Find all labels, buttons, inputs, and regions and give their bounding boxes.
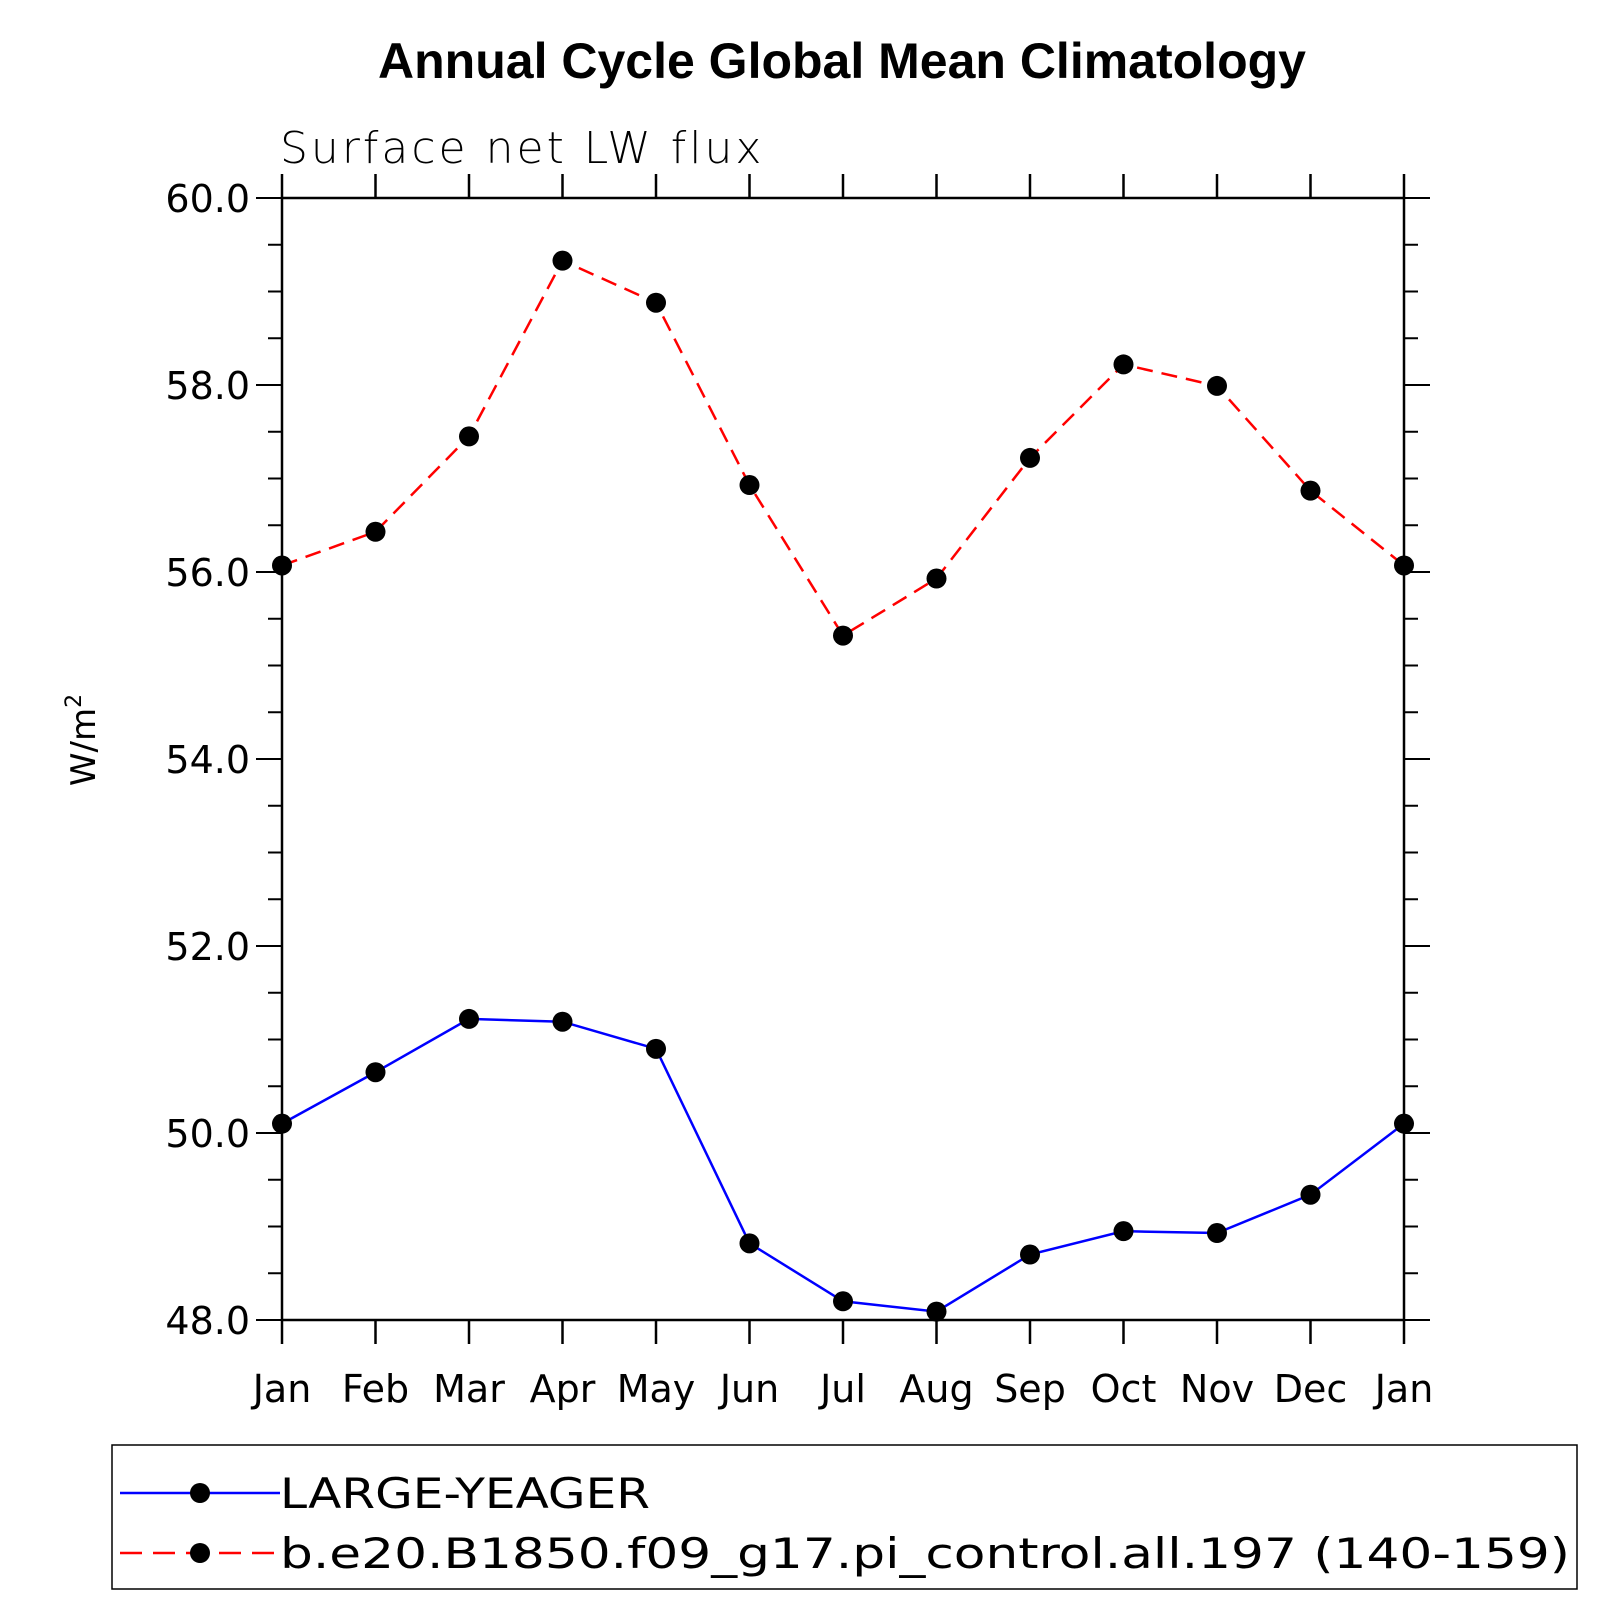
series-line-1 (281, 1017, 1405, 1313)
plot-axes (256, 174, 1430, 1344)
series-2-point (272, 555, 292, 576)
x-tick-label: Dec (1274, 1367, 1348, 1411)
y-tick-label: 48.0 (165, 1299, 250, 1343)
series-2-point (739, 475, 760, 496)
series-1-point (1300, 1184, 1321, 1205)
series-1-point (365, 1062, 386, 1083)
y-tick-label: 54.0 (165, 738, 250, 782)
series-2-point (1394, 555, 1414, 576)
y-axis-label-exponent: 2 (62, 694, 87, 708)
x-tick-label: Jan (251, 1367, 312, 1411)
series-1-point (552, 1011, 573, 1032)
series-layer (272, 250, 1414, 1322)
x-tick-label: Oct (1091, 1367, 1157, 1411)
x-tick-label: Sep (994, 1367, 1066, 1411)
series-2-point (459, 426, 479, 447)
y-tick-label: 50.0 (165, 1112, 250, 1156)
y-axis-label: W/m2 (62, 694, 104, 786)
x-tick-label: Nov (1180, 1367, 1254, 1411)
series-1-point (1020, 1244, 1040, 1265)
x-tick-label: Apr (530, 1367, 596, 1411)
series-1-point (833, 1291, 853, 1312)
series-2-point (1300, 480, 1321, 501)
x-tick-label: Jul (818, 1367, 866, 1411)
series-1-point (459, 1008, 479, 1029)
legend: LARGE-YEAGER b.e20.B1850.f09_g17.pi_contr… (111, 1444, 1578, 1590)
series-1-point (1207, 1223, 1227, 1244)
series-2-point (833, 625, 853, 646)
legend-marker-1 (190, 1483, 210, 1503)
series-1-point (926, 1301, 947, 1322)
tick-labels: 48.0 50.0 52.0 54.0 56.0 58.0 60.0 Jan Feb Mar Apr… (165, 177, 1433, 1411)
series-1-point (739, 1233, 760, 1254)
x-tick-label: Jun (718, 1367, 779, 1411)
legend-box (111, 1444, 1578, 1590)
plot-frame (280, 196, 1406, 1322)
y-axis-label-unit: W/m (64, 708, 104, 786)
x-tick-label: Mar (433, 1367, 505, 1411)
series-1-point (1394, 1113, 1414, 1134)
chart-title: Annual Cycle Global Mean Climatology (378, 33, 1306, 89)
series-1-point (1113, 1221, 1134, 1242)
series-2-point (926, 568, 947, 589)
x-tick-label: Jan (1373, 1367, 1434, 1411)
chart-subtitle: Surface net LW flux (280, 123, 764, 174)
legend-label-1: LARGE-YEAGER (280, 1469, 650, 1518)
legend-marker-2 (190, 1543, 210, 1563)
series-1-point (646, 1038, 666, 1059)
series-line-2 (281, 259, 1405, 638)
series-2-point (365, 521, 386, 542)
series-1-point (272, 1113, 292, 1134)
y-tick-label: 60.0 (165, 177, 250, 221)
x-tick-label: Aug (899, 1367, 973, 1411)
y-tick-label: 58.0 (165, 364, 250, 408)
series-2-point (552, 250, 573, 271)
series-2-point (646, 292, 666, 313)
x-tick-label: Feb (342, 1367, 409, 1411)
legend-label-2: b.e20.B1850.f09_g17.pi_control.all.197 (… (280, 1529, 1570, 1578)
series-2-point (1020, 447, 1040, 468)
legend-entries: LARGE-YEAGER b.e20.B1850.f09_g17.pi_contr… (120, 1469, 1570, 1578)
y-tick-label: 52.0 (165, 925, 250, 969)
y-tick-label: 56.0 (165, 551, 250, 595)
series-2-point (1113, 354, 1134, 375)
x-tick-label: May (617, 1367, 696, 1411)
series-2-point (1207, 375, 1227, 396)
